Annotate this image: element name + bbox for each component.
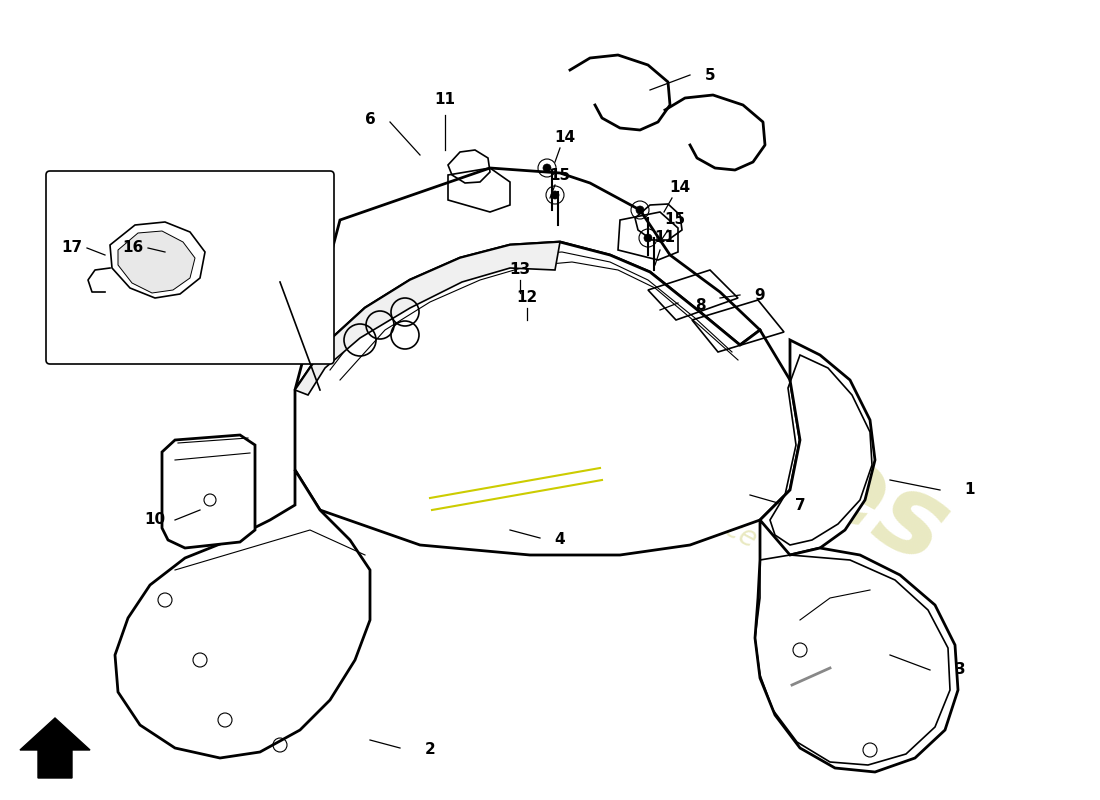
Text: 4: 4 (554, 533, 565, 547)
Polygon shape (295, 242, 560, 395)
Circle shape (543, 164, 551, 172)
Polygon shape (755, 520, 958, 772)
Circle shape (551, 191, 559, 199)
Text: 15: 15 (549, 167, 571, 182)
Text: 14: 14 (554, 130, 575, 146)
Text: 8: 8 (695, 298, 705, 313)
Text: 16: 16 (122, 241, 144, 255)
Text: 15: 15 (664, 213, 685, 227)
FancyBboxPatch shape (46, 171, 334, 364)
Text: 2: 2 (425, 742, 436, 758)
Text: 3: 3 (955, 662, 966, 678)
Text: 12: 12 (516, 290, 538, 306)
Polygon shape (118, 231, 195, 293)
Polygon shape (20, 718, 90, 778)
Text: 1: 1 (965, 482, 976, 498)
Text: 5: 5 (705, 67, 715, 82)
Polygon shape (162, 435, 255, 548)
Text: 11: 11 (654, 230, 675, 246)
Circle shape (636, 206, 644, 214)
Text: 6: 6 (364, 113, 375, 127)
Text: europöres: europöres (353, 192, 967, 588)
Text: 17: 17 (62, 241, 82, 255)
Polygon shape (760, 340, 874, 555)
Polygon shape (295, 242, 800, 555)
Polygon shape (116, 470, 370, 758)
Text: 7: 7 (794, 498, 805, 513)
Text: a passion for parts since 1985: a passion for parts since 1985 (448, 369, 832, 591)
Text: 14: 14 (670, 181, 691, 195)
Text: 10: 10 (144, 513, 166, 527)
Text: 13: 13 (509, 262, 530, 278)
Text: 9: 9 (755, 287, 766, 302)
Circle shape (644, 234, 652, 242)
Polygon shape (110, 222, 205, 298)
Text: 11: 11 (434, 93, 455, 107)
Polygon shape (295, 168, 760, 390)
